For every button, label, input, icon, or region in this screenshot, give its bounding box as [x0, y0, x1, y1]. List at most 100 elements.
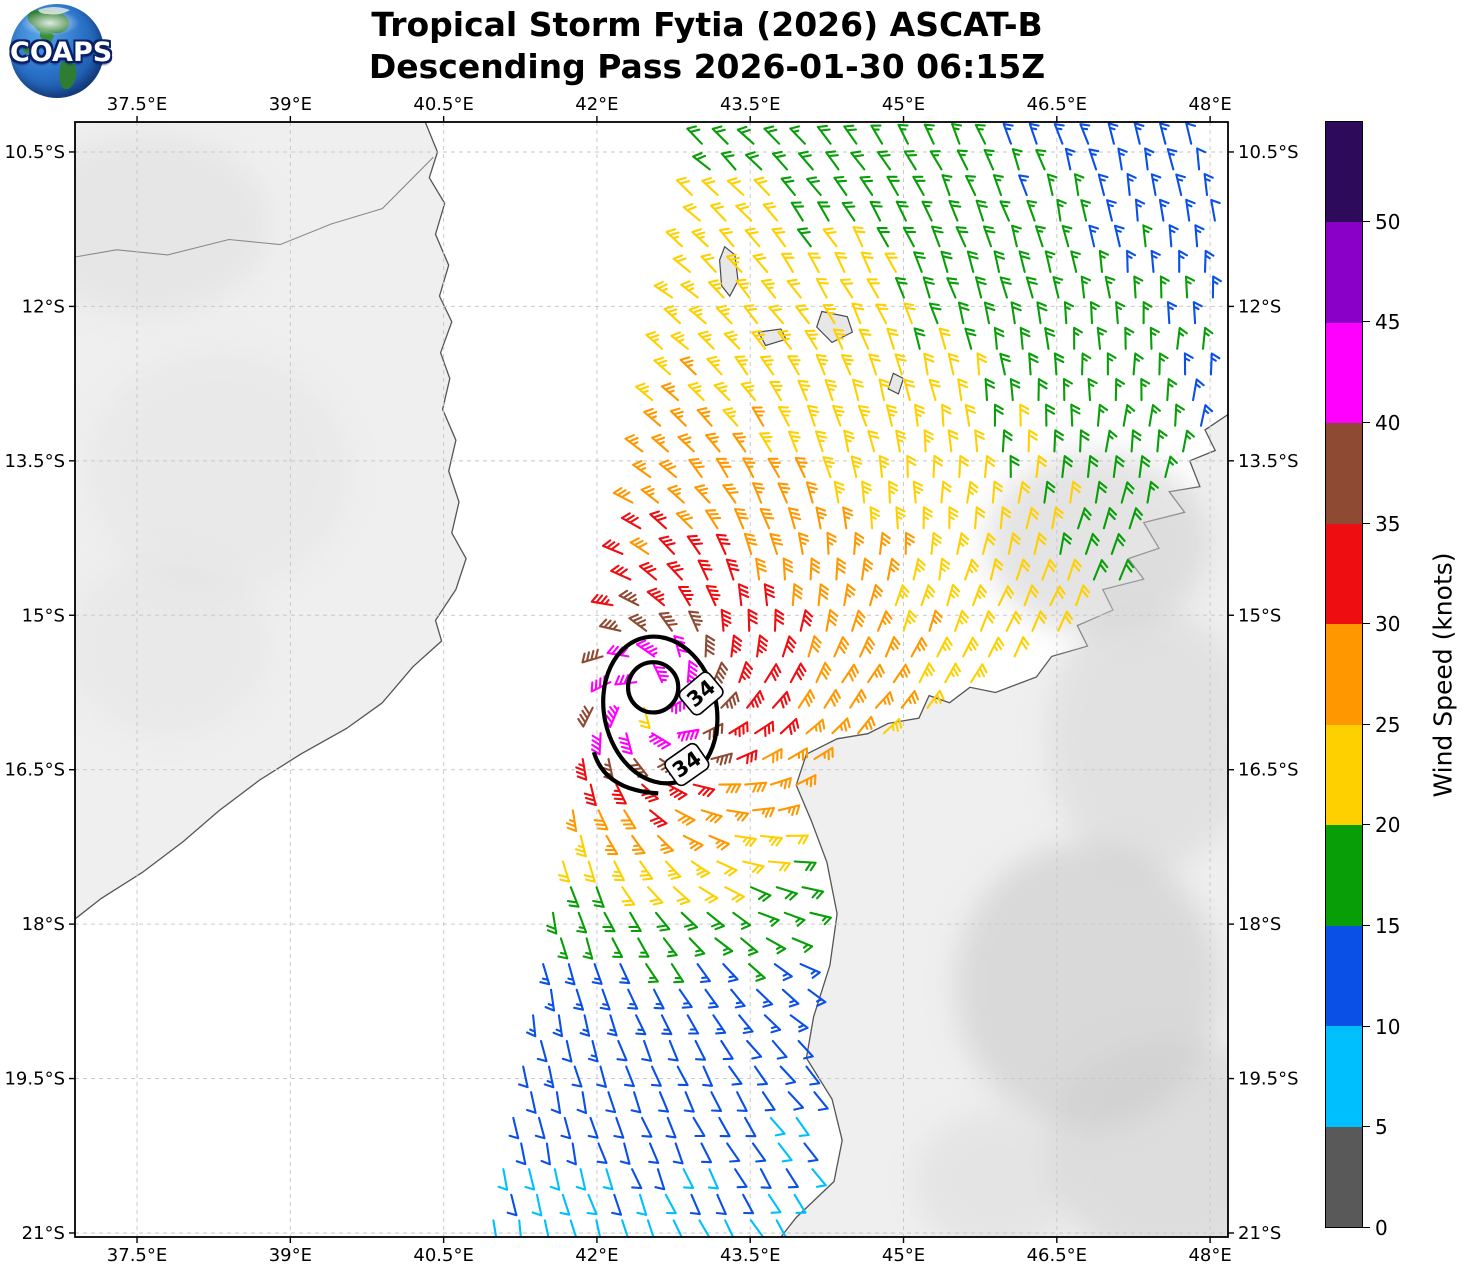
- wind-barb: [947, 352, 960, 376]
- wind-barb: [1037, 378, 1048, 402]
- wind-barb: [841, 201, 856, 222]
- wind-barb: [797, 150, 814, 171]
- colorbar-segment: [1326, 122, 1362, 223]
- wind-barb: [1096, 403, 1109, 427]
- wind-barb: [795, 1116, 810, 1137]
- wind-barb: [835, 557, 847, 581]
- wind-barb: [843, 124, 858, 145]
- wind-barb: [866, 278, 880, 299]
- wind-barb: [575, 757, 588, 781]
- wind-barb: [635, 639, 658, 658]
- wind-barb: [928, 609, 943, 632]
- wind-barb: [517, 1065, 529, 1089]
- wind-barb: [645, 331, 664, 350]
- wind-barb: [779, 717, 800, 736]
- wind-barb: [1158, 352, 1169, 376]
- wind-barb: [676, 728, 700, 742]
- wind-barb: [813, 746, 834, 761]
- wind-barb: [552, 1014, 564, 1038]
- wind-barb: [725, 253, 743, 273]
- wind-barb: [675, 176, 693, 197]
- wind-barb: [1098, 249, 1110, 273]
- wind-barb: [1025, 506, 1040, 530]
- wind-barb: [726, 1142, 741, 1163]
- wind-barb: [743, 304, 759, 325]
- wind-barb: [576, 911, 588, 934]
- title-line-2: Descending Pass 2026-01-30 06:15Z: [368, 47, 1046, 86]
- wind-barb: [726, 177, 745, 197]
- wind-barb: [763, 583, 776, 607]
- wind-barb: [913, 251, 926, 273]
- wind-barb: [860, 251, 874, 273]
- colorbar-tick-label: 20: [1375, 813, 1401, 838]
- wind-barb: [771, 227, 787, 248]
- wind-barb: [940, 250, 953, 273]
- wind-barb: [1044, 327, 1056, 350]
- wind-barb: [702, 1065, 714, 1087]
- wind-barb: [1210, 198, 1221, 222]
- wind-barb: [629, 537, 650, 555]
- wind-barb: [1146, 480, 1159, 504]
- wind-barb: [1002, 122, 1014, 145]
- wind-barb: [992, 174, 1004, 197]
- wind-barb: [744, 151, 763, 171]
- lat-label-left: 10.5°S: [4, 142, 65, 163]
- wind-barb: [912, 557, 926, 581]
- wind-barb: [882, 717, 903, 735]
- wind-barb: [744, 227, 761, 248]
- wind-barb: [1005, 610, 1022, 632]
- wind-barb: [849, 688, 867, 709]
- terrain-shading: [75, 553, 270, 739]
- wind-barb: [1017, 480, 1031, 504]
- wind-barb: [1150, 173, 1162, 197]
- colorbar-tick: [1363, 1227, 1370, 1228]
- wind-barb: [686, 1014, 700, 1035]
- colorbar-axis-label: Wind Speed (knots): [1428, 551, 1458, 798]
- colorbar-segment: [1326, 523, 1362, 625]
- wind-barb: [743, 532, 758, 555]
- wind-barb: [748, 963, 766, 982]
- wind-barb: [1088, 148, 1100, 171]
- wind-barb: [628, 911, 642, 933]
- wind-barb: [672, 254, 691, 273]
- wind-barb: [711, 125, 729, 145]
- wind-barb: [611, 937, 624, 959]
- wind-barb: [912, 480, 924, 504]
- wind-barb: [797, 1039, 814, 1060]
- wind-barb: [740, 937, 759, 957]
- wind-barb: [543, 1065, 555, 1089]
- wind-barb: [974, 429, 985, 453]
- wind-barb: [660, 382, 680, 402]
- wind-barb: [759, 1168, 772, 1189]
- wind-barb: [823, 688, 841, 709]
- wind-barb: [809, 911, 832, 926]
- wind-barb: [675, 510, 694, 530]
- wind-barb: [596, 1065, 607, 1088]
- wind-barb: [946, 583, 961, 607]
- wind-barb: [672, 1142, 684, 1165]
- wind-barb: [787, 1091, 805, 1111]
- lon-label-top: 37.5°E: [107, 94, 167, 115]
- lon-label-top: 39°E: [269, 94, 312, 115]
- wind-barb: [724, 886, 746, 903]
- wind-barb: [677, 585, 694, 607]
- lat-label-right: 16.5°S: [1238, 760, 1299, 781]
- wind-barb: [565, 809, 578, 833]
- colorbar-segment: [1326, 624, 1362, 725]
- wind-barb: [1142, 224, 1153, 248]
- wind-barb: [1028, 122, 1040, 145]
- colorbar-tick: [1363, 623, 1370, 625]
- wind-barb: [1184, 275, 1196, 299]
- wind-barb: [649, 510, 668, 530]
- wind-barb: [651, 433, 670, 453]
- wind-barb: [618, 732, 633, 755]
- wind-barb: [811, 1168, 827, 1188]
- wind-barb: [993, 326, 1005, 350]
- wind-barb: [694, 1039, 707, 1061]
- wind-barb: [566, 1142, 577, 1166]
- wind-barb: [620, 512, 642, 530]
- wind-barb: [1106, 352, 1117, 376]
- lat-label-right: 13.5°S: [1238, 451, 1299, 472]
- wind-barb: [948, 506, 959, 530]
